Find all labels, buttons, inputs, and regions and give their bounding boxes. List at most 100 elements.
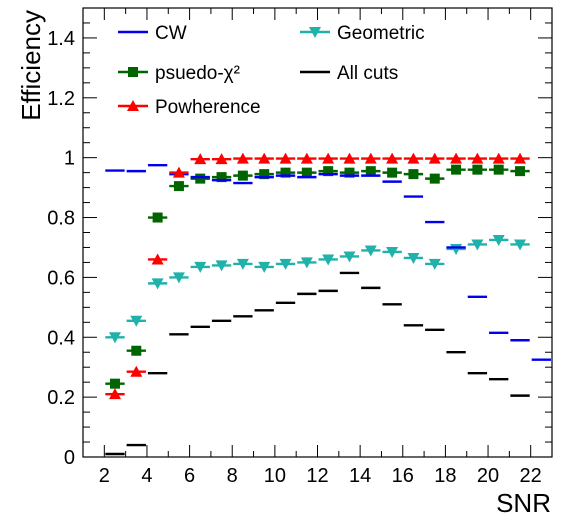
legend-entry: CW [118, 23, 187, 44]
data-point [365, 166, 376, 177]
data-point [344, 167, 355, 178]
data-point [194, 153, 207, 165]
data-point [364, 152, 377, 164]
legend-label: psuedo-χ² [155, 63, 240, 84]
y-tick-label: 1.2 [47, 88, 75, 110]
series-powherence [105, 152, 530, 400]
data-point [108, 388, 121, 400]
series-psuedo- [105, 164, 530, 389]
data-point [151, 253, 164, 265]
x-axis: 2 4 6 8 10 12 14 16 18 20 22 [99, 8, 542, 487]
data-point [195, 173, 206, 184]
legend-entry: Geometric [300, 23, 425, 44]
legend-label: Powherence [155, 97, 261, 118]
data-point [343, 152, 356, 164]
legend-label: All cuts [337, 63, 398, 84]
x-tick-label: 2 [99, 465, 110, 487]
data-point [236, 258, 249, 270]
legend-label: CW [155, 23, 187, 44]
y-tick-label: 0 [64, 447, 75, 469]
data-point [407, 152, 420, 164]
data-point [259, 169, 270, 180]
data-point [408, 169, 419, 180]
y-axis-label: Efficiency [16, 10, 46, 121]
series-layer [105, 152, 551, 456]
data-point [407, 252, 420, 264]
data-point [130, 365, 143, 377]
data-point [492, 152, 505, 164]
data-point [173, 181, 184, 192]
x-axis-label: SNR [496, 488, 551, 518]
data-point [258, 152, 271, 164]
data-point [471, 152, 484, 164]
data-point [428, 258, 441, 270]
legend-marker [309, 27, 321, 38]
data-point [322, 254, 335, 266]
data-point [472, 164, 483, 175]
x-tick-label: 20 [477, 465, 499, 487]
series-cw [105, 163, 551, 361]
x-tick-label: 18 [434, 465, 456, 487]
data-point [492, 234, 505, 246]
series-geometric [105, 234, 530, 344]
data-point [152, 212, 163, 223]
data-point [236, 152, 249, 164]
x-tick-label: 16 [392, 465, 414, 487]
data-point [386, 152, 399, 164]
data-point [131, 345, 142, 356]
legend-entry: psuedo-χ² [118, 63, 240, 84]
legend: CW psuedo-χ² Powherence Geometric All cuts [118, 23, 425, 118]
x-tick-label: 4 [141, 465, 152, 487]
y-tick-label: 0.6 [47, 267, 75, 289]
data-point [451, 164, 462, 175]
data-point [109, 378, 120, 389]
data-point [216, 172, 227, 183]
data-point [387, 167, 398, 178]
data-point [343, 251, 356, 263]
y-tick-label: 1.4 [47, 28, 75, 50]
data-point [514, 239, 527, 251]
y-tick-label: 0.8 [47, 208, 75, 230]
data-point [301, 167, 312, 178]
data-point [429, 173, 440, 184]
data-point [108, 332, 121, 344]
data-point [493, 164, 504, 175]
x-tick-label: 12 [306, 465, 328, 487]
x-tick-label: 10 [264, 465, 286, 487]
data-point [300, 152, 313, 164]
data-point [258, 261, 271, 273]
y-tick-label: 0.2 [47, 387, 75, 409]
data-point [364, 245, 377, 257]
series-all-cuts [105, 271, 530, 456]
y-tick-label: 1 [64, 148, 75, 170]
x-tick-label: 8 [227, 465, 238, 487]
y-tick-label: 0.4 [47, 327, 75, 349]
data-point [280, 167, 291, 178]
data-point [450, 152, 463, 164]
y-axis: 0 0.2 0.4 0.6 0.8 1 1.2 1.4 [47, 22, 552, 469]
x-tick-label: 6 [184, 465, 195, 487]
legend-marker [128, 67, 138, 77]
data-point [515, 166, 526, 177]
data-point [215, 153, 228, 165]
data-point [428, 152, 441, 164]
data-point [215, 260, 228, 272]
data-point [194, 261, 207, 273]
data-point [514, 152, 527, 164]
data-point [322, 152, 335, 164]
data-point [279, 152, 292, 164]
data-point [151, 278, 164, 290]
legend-entry: Powherence [118, 97, 261, 118]
data-point [172, 272, 185, 284]
data-point [172, 166, 185, 178]
x-tick-label: 14 [349, 465, 371, 487]
data-point [130, 315, 143, 327]
legend-entry: All cuts [300, 63, 398, 84]
data-point [323, 166, 334, 177]
x-tick-label: 22 [520, 465, 542, 487]
data-point [279, 258, 292, 270]
data-point [300, 257, 313, 269]
legend-label: Geometric [337, 23, 425, 44]
data-point [386, 246, 399, 258]
